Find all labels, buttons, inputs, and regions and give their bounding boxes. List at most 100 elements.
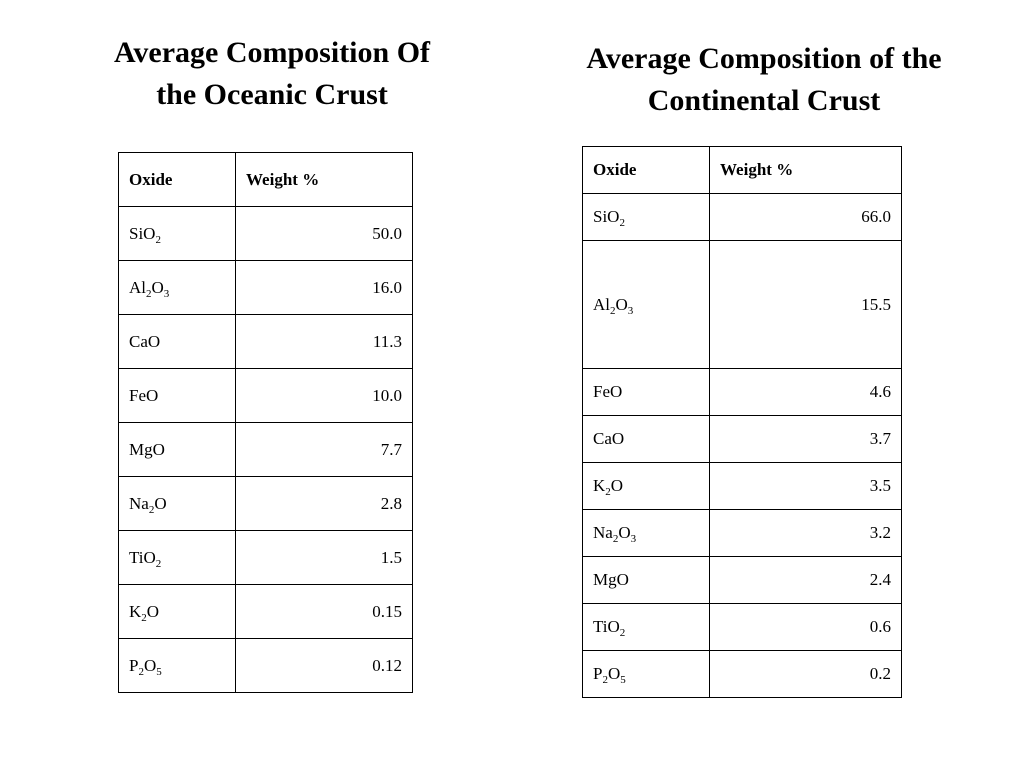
oxide-cell: FeO bbox=[118, 368, 236, 423]
formula-subscript: 2 bbox=[148, 503, 155, 516]
formula-text: CaO bbox=[593, 429, 625, 448]
formula-text: O bbox=[615, 294, 628, 314]
table-header-row: Oxide Weight % bbox=[118, 152, 413, 207]
oxide-cell: TiO2 bbox=[118, 530, 236, 585]
oceanic-composition-table: Oxide Weight % SiO2 50.0 Al2O3 16.0 CaO 11.3 F… bbox=[118, 152, 413, 693]
oxide-cell: K2O bbox=[582, 462, 710, 510]
table-row: FeO 10.0 bbox=[118, 368, 413, 423]
oxide-cell: P2O5 bbox=[582, 650, 710, 698]
formula-text: K bbox=[593, 476, 606, 495]
weight-percent-cell: 7.7 bbox=[235, 422, 413, 477]
oxide-cell: MgO bbox=[118, 422, 236, 477]
formula-text: Al bbox=[593, 294, 610, 314]
weight-percent-cell: 3.2 bbox=[709, 509, 902, 557]
table-row: P2O5 0.12 bbox=[118, 638, 413, 693]
table-row: Na2O3 3.2 bbox=[582, 509, 902, 557]
oxide-cell: SiO2 bbox=[582, 193, 710, 241]
table-row: P2O5 0.2 bbox=[582, 650, 902, 698]
formula-text: O bbox=[610, 476, 624, 495]
oxide-cell: Al2O3 bbox=[118, 260, 236, 315]
weight-percent-cell: 11.3 bbox=[235, 314, 413, 369]
oxide-cell: MgO bbox=[582, 556, 710, 604]
oxide-cell: TiO2 bbox=[582, 603, 710, 651]
weight-column-header: Weight % bbox=[709, 146, 902, 194]
formula-text: Na bbox=[129, 493, 149, 513]
table-row: FeO 4.6 bbox=[582, 368, 902, 416]
formula-text: FeO bbox=[593, 382, 623, 401]
oxide-column-header: Oxide bbox=[118, 152, 236, 207]
weight-percent-cell: 66.0 bbox=[709, 193, 902, 241]
formula-text: TiO bbox=[129, 547, 156, 567]
table-row: Al2O3 16.0 bbox=[118, 260, 413, 315]
formula-text: SiO bbox=[129, 223, 156, 243]
formula-text: O bbox=[618, 523, 631, 542]
weight-percent-cell: 3.7 bbox=[709, 415, 902, 463]
weight-percent-cell: 10.0 bbox=[235, 368, 413, 423]
oceanic-crust-title: Average Composition Of the Oceanic Crust bbox=[72, 32, 472, 116]
weight-percent-cell: 0.6 bbox=[709, 603, 902, 651]
weight-percent-cell: 0.15 bbox=[235, 584, 413, 639]
formula-text: P bbox=[129, 655, 139, 675]
oceanic-title-line1: Average Composition Of bbox=[113, 36, 431, 69]
formula-text: P bbox=[593, 664, 603, 683]
oceanic-title-line2: the Oceanic Crust bbox=[156, 78, 388, 111]
formula-text: O bbox=[151, 277, 164, 297]
weight-percent-cell: 16.0 bbox=[235, 260, 413, 315]
oxide-cell: FeO bbox=[582, 368, 710, 416]
table-row: SiO2 50.0 bbox=[118, 206, 413, 261]
continental-crust-title: Average Composition of the Continental C… bbox=[544, 38, 984, 122]
oxide-cell: Na2O3 bbox=[582, 509, 710, 557]
weight-percent-cell: 2.8 bbox=[235, 476, 413, 531]
formula-text: O bbox=[154, 493, 167, 513]
table-row: K2O 3.5 bbox=[582, 462, 902, 510]
formula-subscript: 2 bbox=[155, 557, 162, 570]
table-row: MgO 2.4 bbox=[582, 556, 902, 604]
oxide-cell: P2O5 bbox=[118, 638, 236, 693]
formula-text: Na bbox=[593, 523, 613, 542]
formula-text: O bbox=[607, 664, 621, 683]
formula-subscript: 2 bbox=[619, 217, 625, 229]
formula-subscript: 2 bbox=[602, 674, 608, 686]
formula-subscript: 2 bbox=[146, 287, 152, 300]
formula-subscript: 2 bbox=[155, 233, 161, 246]
table-row: TiO2 0.6 bbox=[582, 603, 902, 651]
formula-text: CaO bbox=[129, 331, 161, 351]
formula-text: Al bbox=[129, 277, 146, 297]
formula-subscript: 2 bbox=[138, 665, 144, 678]
table-row: K2O 0.15 bbox=[118, 584, 413, 639]
oxide-column-header: Oxide bbox=[582, 146, 710, 194]
formula-subscript: 5 bbox=[156, 665, 162, 678]
formula-subscript: 2 bbox=[610, 304, 616, 317]
oxide-cell: CaO bbox=[118, 314, 236, 369]
continental-title-line2: Continental Crust bbox=[647, 84, 881, 117]
table-row: Na2O 2.8 bbox=[118, 476, 413, 531]
continental-composition-table: Oxide Weight % SiO2 66.0 Al2O3 15.5 FeO 4.6 Ca… bbox=[582, 146, 902, 698]
formula-text: O bbox=[146, 601, 160, 621]
formula-subscript: 3 bbox=[627, 304, 634, 317]
formula-subscript: 3 bbox=[630, 533, 637, 545]
formula-subscript: 2 bbox=[619, 627, 626, 639]
weight-percent-cell: 0.12 bbox=[235, 638, 413, 693]
formula-text: MgO bbox=[129, 439, 165, 459]
formula-text: FeO bbox=[129, 385, 159, 405]
formula-subscript: 2 bbox=[141, 611, 147, 624]
weight-percent-cell: 1.5 bbox=[235, 530, 413, 585]
formula-text: TiO bbox=[593, 617, 620, 636]
table-row: MgO 7.7 bbox=[118, 422, 413, 477]
weight-percent-cell: 50.0 bbox=[235, 206, 413, 261]
table-row: TiO2 1.5 bbox=[118, 530, 413, 585]
continental-title-line1: Average Composition of the bbox=[586, 42, 942, 75]
oxide-cell: CaO bbox=[582, 415, 710, 463]
weight-percent-cell: 15.5 bbox=[709, 240, 902, 369]
formula-text: MgO bbox=[593, 570, 629, 589]
formula-text: O bbox=[143, 655, 157, 675]
table-row: CaO 11.3 bbox=[118, 314, 413, 369]
weight-percent-cell: 4.6 bbox=[709, 368, 902, 416]
oxide-cell: SiO2 bbox=[118, 206, 236, 261]
formula-subscript: 5 bbox=[620, 674, 626, 686]
formula-text: K bbox=[129, 601, 142, 621]
weight-percent-cell: 3.5 bbox=[709, 462, 902, 510]
table-row: Al2O3 15.5 bbox=[582, 240, 902, 369]
oxide-cell: Na2O bbox=[118, 476, 236, 531]
table-header-row: Oxide Weight % bbox=[582, 146, 902, 194]
